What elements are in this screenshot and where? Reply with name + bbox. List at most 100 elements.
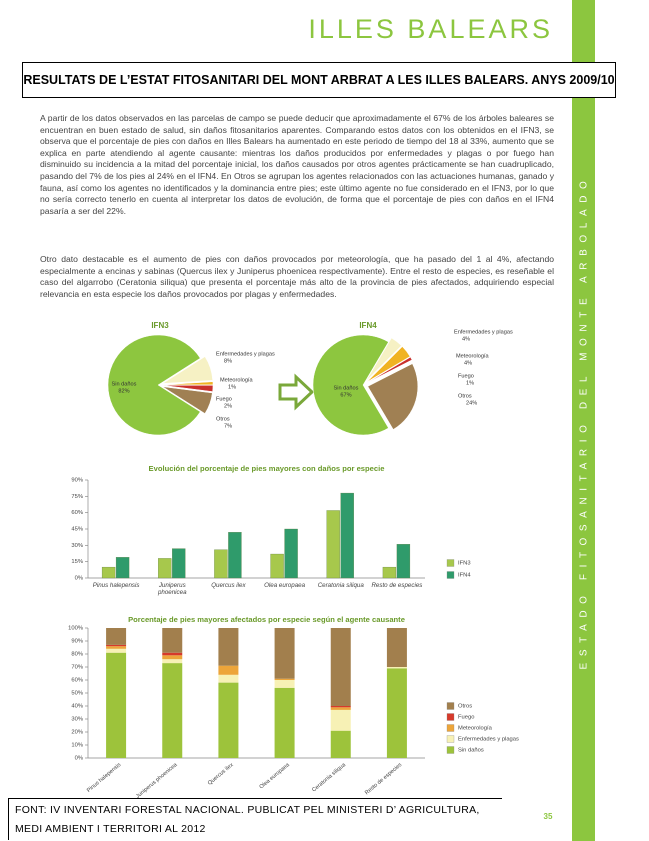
slice-label: Fuego (216, 396, 232, 402)
slice-label: Sin daños (334, 385, 359, 391)
bar-segment (106, 652, 127, 758)
slice-label: Fuego (458, 373, 474, 379)
legend-label: IFN3 (458, 561, 471, 567)
slice-value-label: 2% (224, 403, 232, 409)
bar (340, 492, 354, 579)
x-tick-label: Juniperus phoenicea (157, 582, 187, 596)
x-tick-label: Pinus halepensis (86, 762, 122, 794)
y-tick-label: 90% (71, 478, 83, 484)
slice-label: Enfermedades y plagas (454, 329, 513, 335)
chart-title: Porcentaje de pies mayores afectados por… (128, 615, 405, 624)
bar-segment (162, 659, 183, 664)
y-tick-label: 90% (71, 639, 83, 645)
arrow (278, 373, 315, 411)
bar-segment (274, 687, 295, 758)
bar-segment (274, 680, 295, 688)
legend-label: IFN4 (458, 573, 471, 579)
bar-segment (106, 628, 127, 645)
slice-label: Otros (216, 416, 230, 422)
slice-label: Sin daños (112, 381, 137, 387)
y-tick-label: 10% (71, 743, 83, 749)
slice-label: Meteorología (456, 353, 490, 359)
bar (284, 528, 298, 579)
bar-segment (218, 665, 239, 675)
slice-value-label: 82% (118, 388, 129, 394)
bar-segment (330, 730, 351, 758)
pie-slice (107, 334, 201, 436)
slice-value-label: 8% (224, 358, 232, 364)
bar (228, 532, 242, 579)
bar-segment (386, 628, 407, 667)
slice-value-label: 4% (462, 336, 470, 342)
pie-slice (162, 385, 214, 392)
slice-value-label: 24% (466, 400, 477, 406)
legend-swatch (446, 702, 455, 710)
sidebar-text: ESTADO FITOSANITARIO DEL MONTE ARBOLADO (579, 175, 590, 670)
pie-title: IFN4 (359, 321, 377, 330)
legend-label: Meteorología (458, 726, 493, 732)
bar-segment (274, 628, 295, 679)
pie-slice (365, 337, 402, 382)
y-tick-label: 15% (71, 559, 83, 565)
legend-label: Enfermedades y plagas (458, 737, 519, 743)
title-box: RESULTATS DE L’ESTAT FITOSANITARI DEL MO… (22, 62, 616, 98)
x-tick-label: Ceratonia siliqua (311, 762, 347, 794)
bar-segment (330, 706, 351, 708)
header-title: ILLES BALEARS (308, 14, 553, 44)
bar-segment (106, 644, 127, 647)
legend-label: Fuego (458, 715, 474, 721)
pie-slice (366, 346, 411, 383)
bar (101, 566, 116, 579)
slice-label: Otros (458, 393, 472, 399)
bar (396, 544, 411, 579)
bar-segment (162, 652, 183, 656)
slice-label: Meteorología (220, 377, 254, 383)
y-tick-label: 50% (71, 691, 83, 697)
legend-swatch (446, 559, 455, 567)
bar-segment (330, 707, 351, 710)
pie-slice (367, 356, 413, 383)
legend-swatch (446, 571, 455, 579)
pie-slice (162, 381, 214, 386)
bar-segment (162, 655, 183, 660)
bar (326, 510, 340, 579)
paragraph: A partir de los datos observados en las … (40, 113, 554, 216)
y-tick-label: 60% (71, 678, 83, 684)
bar-segment (162, 628, 183, 653)
x-tick-label: Quercus ilex (211, 582, 246, 589)
bar (382, 566, 397, 579)
y-tick-label: 100% (68, 626, 83, 632)
pie-slice (367, 363, 419, 430)
x-tick-label: Resto de especies (364, 762, 403, 796)
x-tick-label: Olea europaea (264, 582, 306, 589)
x-tick-label: Resto de especies (371, 582, 423, 589)
y-tick-label: 60% (71, 510, 83, 516)
pie-slice (162, 386, 213, 414)
page-number: 35 (544, 812, 553, 821)
x-tick-label: Pinus halepensis (92, 582, 140, 589)
slice-label: Enfermedades y plagas (216, 351, 275, 357)
legend-swatch (446, 735, 455, 743)
bar-segment (218, 674, 239, 683)
legend-label: Otros (458, 704, 472, 710)
footer-box: FONT: IV INVENTARI FORESTAL NACIONAL. PU… (8, 798, 502, 840)
legend-swatch (446, 713, 455, 721)
y-tick-label: 70% (71, 665, 83, 671)
sidebar-strip (572, 0, 595, 841)
y-tick-label: 40% (71, 704, 83, 710)
bar (214, 549, 228, 579)
bar-segment (330, 709, 351, 731)
bar-segment (218, 628, 239, 666)
subtitle: RESULTATS DE L’ESTAT FITOSANITARI DEL MO… (23, 73, 615, 87)
legend-label: Sin daños (458, 748, 484, 754)
legend-swatch (446, 724, 455, 732)
x-tick-label: Ceratonia siliqua (317, 582, 364, 589)
y-tick-label: 75% (71, 494, 83, 500)
y-tick-label: 80% (71, 652, 83, 658)
legend-swatch (446, 746, 455, 754)
footer: FONT: IV INVENTARI FORESTAL NACIONAL. PU… (15, 804, 480, 835)
paragraph: Otro dato destacable es el aumento de pi… (40, 254, 554, 299)
slice-value-label: 4% (464, 360, 472, 366)
y-tick-label: 0% (75, 756, 83, 762)
